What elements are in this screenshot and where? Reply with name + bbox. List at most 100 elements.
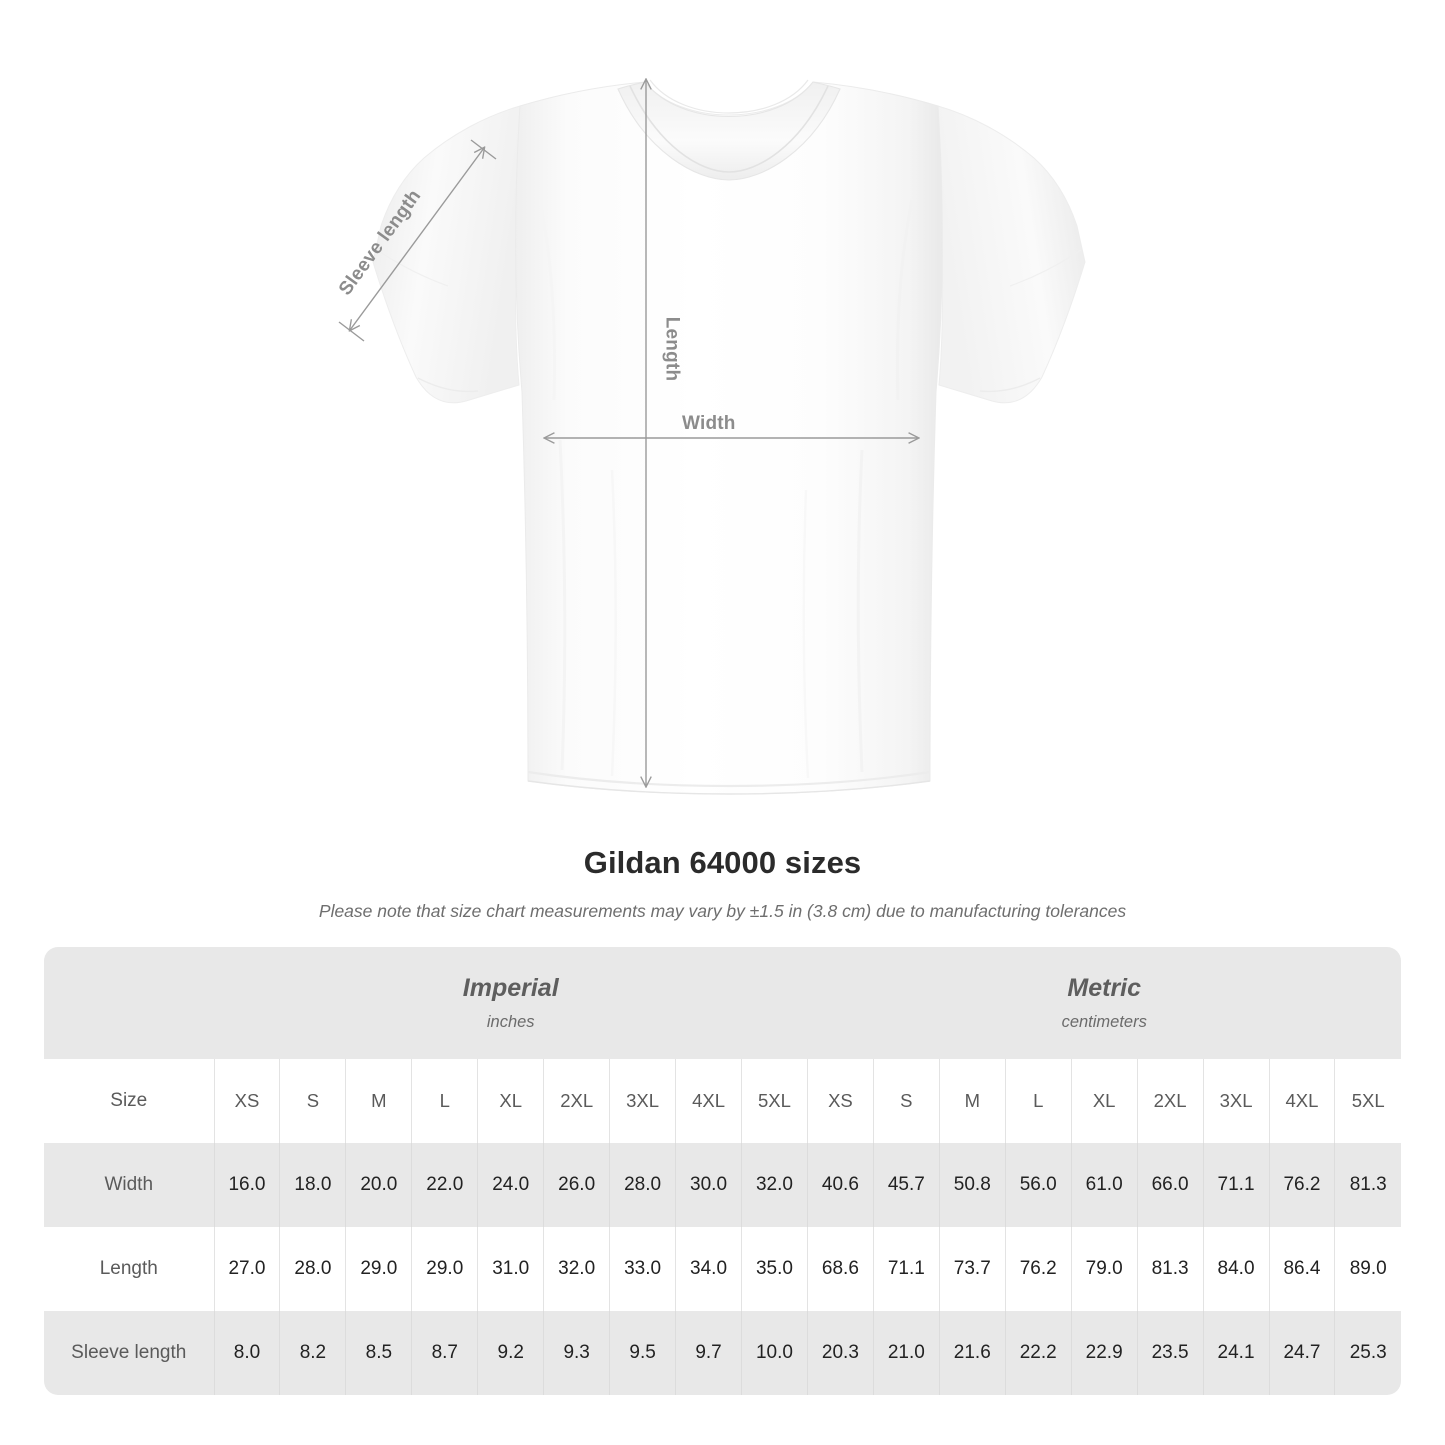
tshirt-right-sleeve [937,105,1086,404]
measurement-value-cell: 24.1 [1202,1311,1269,1395]
unit-row-spacer [44,947,214,1059]
sleeve-dimension-line [338,139,497,342]
measurement-row-label: Width [44,1143,214,1227]
table-row: Sleeve length 8.0 8.2 8.5 8.7 9.2 9.3 9.5 9.7 10.… [44,1311,1401,1395]
measurement-value-cell: 21.0 [872,1311,940,1395]
unit-group-name: Metric [1067,974,1142,1003]
tshirt-svg [338,0,1086,795]
size-header-cell: XL [1070,1059,1138,1143]
measurement-value-cell: 8.5 [345,1311,412,1395]
measurement-value-cell: 9.5 [609,1311,676,1395]
size-chart-container: Imperial inches Metric centimeters Size XS S M L… [44,947,1401,1395]
measurement-value-cell: 10.0 [741,1311,808,1395]
tshirt-collar [617,79,841,181]
table-row: Width 16.0 18.0 20.0 22.0 24.0 26.0 28.0 30.0 32.… [44,1143,1401,1227]
measurement-value-cell: 66.0 [1136,1143,1204,1227]
width-label: Width [682,413,736,434]
measurement-row-label: Sleeve length [44,1311,214,1395]
measurement-value-cell: 26.0 [543,1143,610,1227]
measurement-value-cell: 9.3 [543,1311,610,1395]
measurement-value-cell: 81.3 [1136,1227,1204,1311]
measurement-value-cell: 79.0 [1070,1227,1138,1311]
size-header-cell: 3XL [1202,1059,1269,1143]
measurement-value-cell: 21.6 [938,1311,1006,1395]
measurement-value-cell: 56.0 [1004,1143,1072,1227]
size-header-cell: 5XL [1334,1059,1401,1143]
tshirt-left-sleeve [372,105,521,404]
size-chart-table: Imperial inches Metric centimeters Size XS S M L… [44,947,1401,1395]
size-header-cell: XS [806,1059,874,1143]
size-header-row: Size XS S M L XL 2XL 3XL 4XL 5XL XS S M L XL 2XL 3XL 4XL 5… [44,1059,1401,1143]
size-header-cell: M [345,1059,412,1143]
size-header-cell: M [938,1059,1006,1143]
size-header-cell: L [411,1059,478,1143]
measurement-value-cell: 18.0 [279,1143,346,1227]
size-header-cell: 4XL [1268,1059,1335,1143]
measurement-value-cell: 29.0 [411,1227,478,1311]
page-title: Gildan 64000 sizes [583,845,862,880]
tolerance-note: Please note that size chart measurements… [318,901,1127,921]
measurement-value-cell: 8.2 [279,1311,346,1395]
measurement-value-cell: 31.0 [477,1227,544,1311]
measurement-value-cell: 16.0 [213,1143,280,1227]
size-header-cell: XL [477,1059,544,1143]
unit-group-subtitle: centimeters [1061,1013,1147,1032]
measurement-value-cell: 45.7 [872,1143,940,1227]
measurement-value-cell: 89.0 [1334,1227,1401,1311]
measurement-value-cell: 23.5 [1136,1311,1204,1395]
size-header-cell: 4XL [675,1059,742,1143]
measurement-value-cell: 8.7 [411,1311,478,1395]
unit-group-name: Imperial [462,974,559,1003]
length-label: Length [661,316,683,382]
measurement-value-cell: 86.4 [1268,1227,1335,1311]
measurement-value-cell: 28.0 [609,1143,676,1227]
measurement-value-cell: 71.1 [1202,1143,1269,1227]
measurement-value-cell: 9.7 [675,1311,742,1395]
measurement-value-cell: 24.7 [1268,1311,1335,1395]
measurement-value-cell: 40.6 [806,1143,874,1227]
measurement-value-cell: 73.7 [938,1227,1006,1311]
size-header-cell: L [1004,1059,1072,1143]
size-header-cell: 3XL [609,1059,676,1143]
measurement-value-cell: 33.0 [609,1227,676,1311]
measurement-value-cell: 50.8 [938,1143,1006,1227]
measurement-value-cell: 32.0 [741,1143,808,1227]
measurement-value-cell: 68.6 [806,1227,874,1311]
size-header-cell: 2XL [1136,1059,1204,1143]
size-header-cell: 5XL [741,1059,808,1143]
unit-group-row: Imperial inches Metric centimeters [44,947,1401,1059]
measurement-value-cell: 20.0 [345,1143,412,1227]
measurement-value-cell: 34.0 [675,1227,742,1311]
measurement-value-cell: 8.0 [213,1311,280,1395]
table-row: Length 27.0 28.0 29.0 29.0 31.0 32.0 33.0 34.0 35… [44,1227,1401,1311]
measurement-value-cell: 25.3 [1334,1311,1401,1395]
tshirt-illustration: Sleeve length Length Width [335,0,1086,795]
measurement-value-cell: 22.2 [1004,1311,1072,1395]
size-header-cell: S [279,1059,346,1143]
measurement-value-cell: 30.0 [675,1143,742,1227]
measurement-value-cell: 28.0 [279,1227,346,1311]
measurement-value-cell: 29.0 [345,1227,412,1311]
measurement-value-cell: 22.9 [1070,1311,1138,1395]
measurement-value-cell: 9.2 [477,1311,544,1395]
measurement-value-cell: 35.0 [741,1227,808,1311]
unit-group-subtitle: inches [486,1013,535,1032]
size-header-cell: S [872,1059,940,1143]
measurement-value-cell: 61.0 [1070,1143,1138,1227]
measurement-value-cell: 24.0 [477,1143,544,1227]
measurement-value-cell: 27.0 [213,1227,280,1311]
measurement-value-cell: 76.2 [1268,1143,1335,1227]
unit-group-header: Imperial inches [214,947,808,1059]
measurement-value-cell: 32.0 [543,1227,610,1311]
measurement-value-cell: 81.3 [1334,1143,1401,1227]
size-header-cell: 2XL [543,1059,610,1143]
measurement-value-cell: 20.3 [806,1311,874,1395]
measurement-value-cell: 84.0 [1202,1227,1269,1311]
heading-block: Gildan 64000 sizes Please note that size… [0,845,1445,922]
measurement-row-label: Length [44,1227,214,1311]
measurement-value-cell: 22.0 [411,1143,478,1227]
unit-group-header: Metric centimeters [807,947,1401,1059]
size-header-cell: XS [213,1059,280,1143]
measurement-value-cell: 76.2 [1004,1227,1072,1311]
size-column-header: Size [44,1059,214,1143]
